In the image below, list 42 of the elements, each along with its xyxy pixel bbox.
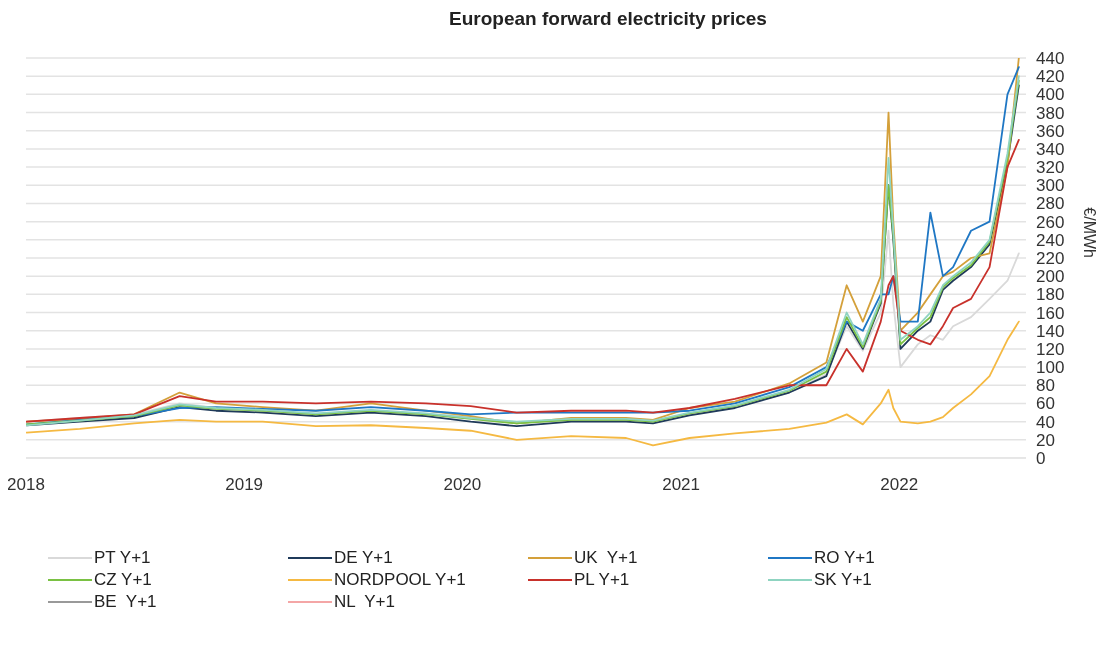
y-tick-label: 160 <box>1036 303 1065 323</box>
y-tick-label: 260 <box>1036 212 1065 232</box>
y-tick-label: 0 <box>1036 449 1046 469</box>
y-tick-label: 340 <box>1036 139 1065 159</box>
y-tick-label: 220 <box>1036 249 1065 269</box>
x-tick-label: 2021 <box>662 475 701 495</box>
x-tick-label: 2019 <box>225 475 264 495</box>
y-tick-label: 280 <box>1036 194 1065 214</box>
line-series <box>26 138 1020 423</box>
legend-label: PT Y+1 <box>93 548 152 568</box>
y-tick-label: 120 <box>1036 339 1065 359</box>
y-tick-label: 380 <box>1036 103 1065 123</box>
y-tick-label: 60 <box>1036 394 1055 414</box>
y-tick-label: 360 <box>1036 121 1065 141</box>
legend-label: PL Y+1 <box>573 570 631 590</box>
y-tick-label: 200 <box>1036 267 1065 287</box>
legend-label: BE Y+1 <box>93 592 158 612</box>
y-tick-label: 420 <box>1036 67 1065 87</box>
legend-label: RO Y+1 <box>813 548 876 568</box>
y-tick-label: 320 <box>1036 158 1065 178</box>
y-tick-label: 140 <box>1036 321 1065 341</box>
legend-label: UK Y+1 <box>573 548 639 568</box>
x-tick-label: 2022 <box>880 475 919 495</box>
line-series <box>26 320 1020 447</box>
y-tick-label: 440 <box>1036 49 1065 69</box>
y-tick-label: 400 <box>1036 85 1065 105</box>
legend-label: NORDPOOL Y+1 <box>333 570 467 590</box>
legend-label: CZ Y+1 <box>93 570 153 590</box>
y-tick-label: 300 <box>1036 176 1065 196</box>
y-tick-label: 20 <box>1036 430 1055 450</box>
legend-label: DE Y+1 <box>333 548 394 568</box>
y-tick-label: 40 <box>1036 412 1055 432</box>
y-tick-label: 80 <box>1036 376 1055 396</box>
y-tick-label: 100 <box>1036 358 1065 378</box>
x-tick-label: 2018 <box>7 475 45 495</box>
legend-label: NL Y+1 <box>333 592 396 612</box>
y-tick-label: 240 <box>1036 230 1065 250</box>
x-tick-label: 2020 <box>443 475 482 495</box>
y-axis-title: €/MWh <box>1081 207 1099 258</box>
legend-label: SK Y+1 <box>813 570 873 590</box>
chart-title: European forward electricity prices <box>448 8 768 31</box>
y-tick-label: 180 <box>1036 285 1065 305</box>
